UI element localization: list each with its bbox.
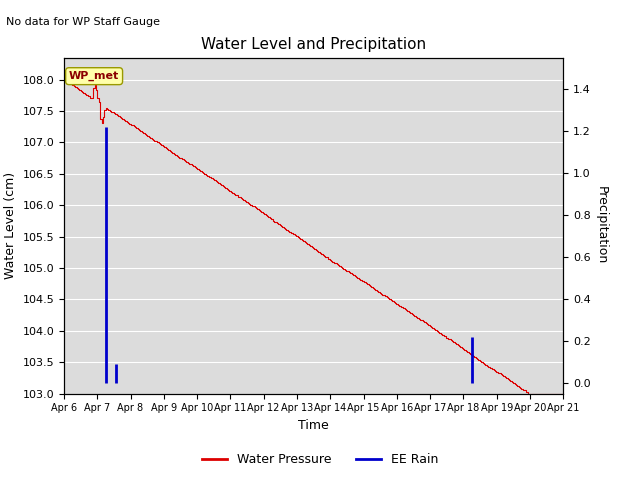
Title: Water Level and Precipitation: Water Level and Precipitation [201,37,426,52]
Text: No data for WP Staff Gauge: No data for WP Staff Gauge [6,17,161,27]
Text: WP_met: WP_met [69,71,119,81]
X-axis label: Time: Time [298,419,329,432]
Legend: Water Pressure, EE Rain: Water Pressure, EE Rain [196,448,444,471]
Y-axis label: Water Level (cm): Water Level (cm) [4,172,17,279]
Y-axis label: Precipitation: Precipitation [595,186,607,265]
